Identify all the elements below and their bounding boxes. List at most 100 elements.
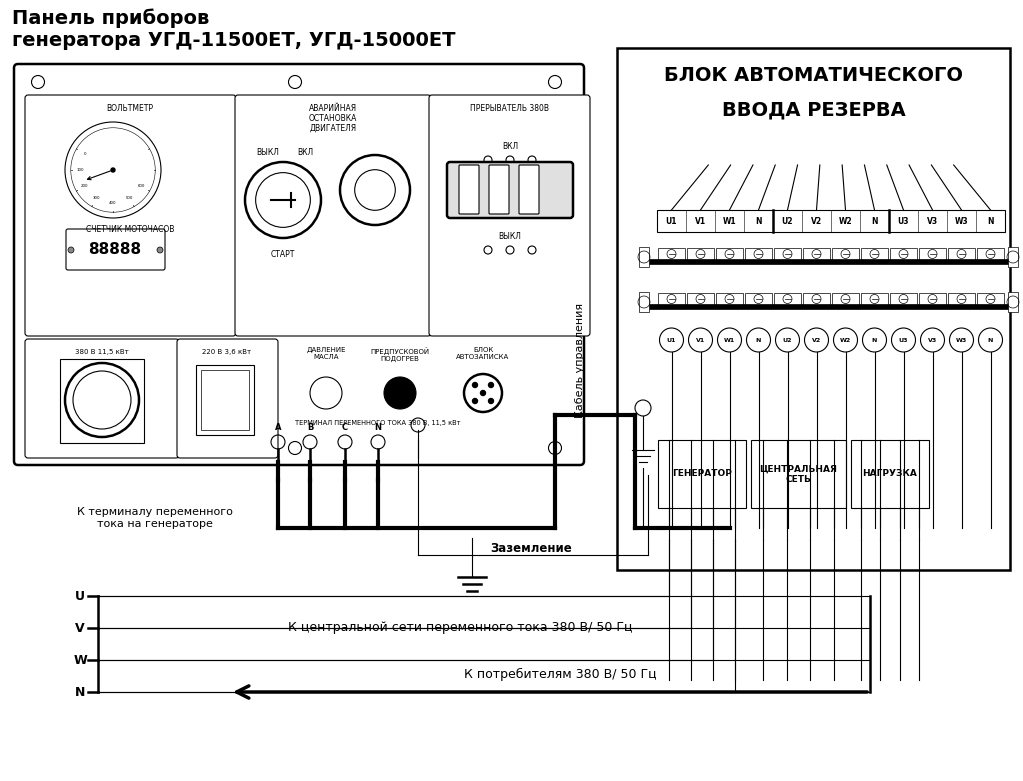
Text: W2: W2 xyxy=(839,216,852,226)
Text: ВЫКЛ: ВЫКЛ xyxy=(498,232,522,241)
Text: ПРЕДПУСКОВОЙ
ПОДОГРЕВ: ПРЕДПУСКОВОЙ ПОДОГРЕВ xyxy=(370,347,430,362)
Text: 380 В 11,5 кВт: 380 В 11,5 кВт xyxy=(75,349,129,355)
Text: N: N xyxy=(75,686,85,698)
Text: U: U xyxy=(75,590,85,602)
Text: ГЕНЕРАТОР: ГЕНЕРАТОР xyxy=(672,469,731,479)
Text: СЧЕТЧИК МОТОЧАСОВ: СЧЕТЧИК МОТОЧАСОВ xyxy=(86,225,174,234)
Text: ЦЕНТРАЛЬНАЯ
СЕТЬ: ЦЕНТРАЛЬНАЯ СЕТЬ xyxy=(759,464,838,483)
Text: Заземление: Заземление xyxy=(490,543,572,555)
Text: НАГРУЗКА: НАГРУЗКА xyxy=(862,469,918,479)
Bar xyxy=(658,440,746,508)
Bar xyxy=(919,248,946,261)
Bar xyxy=(687,293,714,306)
Bar xyxy=(639,247,649,267)
Text: ВОЛЬТМЕТР: ВОЛЬТМЕТР xyxy=(106,104,153,113)
Text: N: N xyxy=(374,423,382,432)
Text: 100: 100 xyxy=(77,168,84,172)
Bar xyxy=(751,440,846,508)
Bar xyxy=(948,293,975,306)
Text: W2: W2 xyxy=(840,337,851,343)
Text: W1: W1 xyxy=(724,337,736,343)
Text: 400: 400 xyxy=(109,201,117,205)
Text: 600: 600 xyxy=(137,184,145,188)
Text: ТЕРМИНАЛ ПЕРЕМЕННОГО ТОКА 380 В, 11,5 кВт: ТЕРМИНАЛ ПЕРЕМЕННОГО ТОКА 380 В, 11,5 кВ… xyxy=(296,420,460,426)
Text: 300: 300 xyxy=(93,196,100,200)
Text: ВКЛ: ВКЛ xyxy=(502,142,518,151)
Text: N: N xyxy=(988,337,993,343)
Bar xyxy=(658,293,685,306)
Text: B: B xyxy=(307,423,313,432)
FancyBboxPatch shape xyxy=(14,64,584,465)
Text: V2: V2 xyxy=(811,216,822,226)
Text: ДАВЛЕНИЕ
МАСЛА: ДАВЛЕНИЕ МАСЛА xyxy=(306,347,346,360)
Text: ВЫКЛ: ВЫКЛ xyxy=(257,148,279,157)
Bar xyxy=(861,293,888,306)
Text: U2: U2 xyxy=(782,216,793,226)
Bar xyxy=(201,370,249,430)
Bar xyxy=(745,248,772,261)
FancyBboxPatch shape xyxy=(447,162,573,218)
FancyBboxPatch shape xyxy=(66,229,165,270)
Bar xyxy=(890,293,917,306)
Bar xyxy=(1008,292,1018,312)
Bar xyxy=(919,293,946,306)
Bar xyxy=(745,293,772,306)
Circle shape xyxy=(384,377,416,409)
Text: 200: 200 xyxy=(81,184,88,188)
Text: БЛОК АВТОМАТИЧЕСКОГО: БЛОК АВТОМАТИЧЕСКОГО xyxy=(664,66,963,85)
Text: 220 В 3,6 кВт: 220 В 3,6 кВт xyxy=(203,349,252,355)
FancyBboxPatch shape xyxy=(489,165,509,214)
Circle shape xyxy=(473,383,478,387)
Bar xyxy=(803,293,830,306)
Text: Кабель управления: Кабель управления xyxy=(575,302,585,418)
Bar xyxy=(851,440,929,508)
Text: V1: V1 xyxy=(696,337,705,343)
Bar xyxy=(774,248,801,261)
Circle shape xyxy=(489,398,493,404)
Text: U1: U1 xyxy=(667,337,676,343)
Bar xyxy=(832,293,859,306)
Bar xyxy=(890,248,917,261)
Text: N: N xyxy=(872,337,877,343)
FancyBboxPatch shape xyxy=(235,95,431,336)
Text: К терминалу переменного
тока на генераторе: К терминалу переменного тока на генерато… xyxy=(77,507,233,530)
Circle shape xyxy=(157,247,163,253)
Bar xyxy=(196,365,254,435)
Circle shape xyxy=(473,398,478,404)
Text: ПРЕРЫВАТЕЛЬ 380В: ПРЕРЫВАТЕЛЬ 380В xyxy=(471,104,549,113)
Bar xyxy=(1008,247,1018,267)
Bar xyxy=(644,259,1017,264)
Bar xyxy=(639,292,649,312)
Text: 88888: 88888 xyxy=(88,242,141,258)
Text: U2: U2 xyxy=(783,337,792,343)
FancyBboxPatch shape xyxy=(429,95,590,336)
Text: U3: U3 xyxy=(898,216,909,226)
Text: V1: V1 xyxy=(695,216,706,226)
Text: U1: U1 xyxy=(666,216,677,226)
Text: C: C xyxy=(342,423,348,432)
Bar xyxy=(803,248,830,261)
Bar xyxy=(774,293,801,306)
Bar xyxy=(617,48,1010,570)
Bar xyxy=(657,210,1005,232)
Text: N: N xyxy=(872,216,878,226)
Text: Панель приборов
генератора УГД-11500ЕТ, УГД-15000ЕТ: Панель приборов генератора УГД-11500ЕТ, … xyxy=(12,8,455,49)
FancyBboxPatch shape xyxy=(25,95,236,336)
Circle shape xyxy=(112,168,115,172)
Text: 500: 500 xyxy=(126,196,133,200)
Text: A: A xyxy=(275,423,281,432)
Text: К центральной сети переменного тока 380 В/ 50 Гц: К центральной сети переменного тока 380 … xyxy=(287,620,632,633)
Text: N: N xyxy=(756,337,761,343)
Text: ВВОДА РЕЗЕРВА: ВВОДА РЕЗЕРВА xyxy=(721,100,905,119)
Text: СТАРТ: СТАРТ xyxy=(271,250,296,259)
Bar xyxy=(977,293,1004,306)
Text: V2: V2 xyxy=(812,337,821,343)
Text: N: N xyxy=(755,216,762,226)
Circle shape xyxy=(68,247,74,253)
Circle shape xyxy=(481,390,486,395)
Text: W3: W3 xyxy=(955,337,967,343)
FancyBboxPatch shape xyxy=(519,165,539,214)
Circle shape xyxy=(489,383,493,387)
Text: АВАРИЙНАЯ
ОСТАНОВКА
ДВИГАТЕЛЯ: АВАРИЙНАЯ ОСТАНОВКА ДВИГАТЕЛЯ xyxy=(309,104,357,133)
Text: W: W xyxy=(73,654,87,666)
